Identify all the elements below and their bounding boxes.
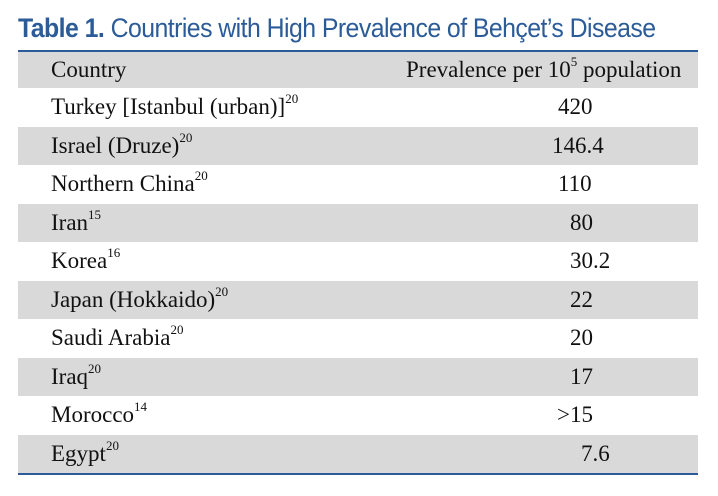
country-cell: Turkey [Istanbul (urban)]20 bbox=[18, 88, 351, 127]
prevalence-cell: 146.4 bbox=[552, 132, 604, 158]
table-row: Saudi Arabia20 20 bbox=[18, 319, 698, 358]
prevalence-cell: 80 bbox=[570, 209, 593, 235]
prevalence-cell: 17 bbox=[570, 363, 593, 389]
country-name: Japan (Hokkaido) bbox=[51, 286, 216, 312]
table-row: Iraq20 17 bbox=[18, 357, 698, 397]
table-row: Turkey [Istanbul (urban)]20 420 bbox=[18, 88, 698, 127]
country-name: Iraq bbox=[51, 363, 89, 389]
country-name: Egypt bbox=[51, 440, 106, 466]
country-cell: Morocco14 bbox=[18, 396, 351, 435]
prevalence-cell: 420 bbox=[558, 94, 593, 120]
bottom-rule bbox=[18, 473, 698, 475]
country-cell: Iraq20 bbox=[18, 358, 351, 397]
country-name: Iran bbox=[51, 209, 89, 235]
prevalence-cell: 22 bbox=[570, 286, 593, 312]
table-figure: Table 1. Countries with High Prevalence … bbox=[18, 8, 698, 475]
country-name: Northern China bbox=[51, 171, 195, 197]
reference-number: 20 bbox=[105, 437, 119, 453]
reference-number: 20 bbox=[215, 283, 229, 299]
table-title: Table 1. Countries with High Prevalence … bbox=[18, 8, 656, 48]
country-cell: Iran15 bbox=[18, 204, 351, 243]
reference-number: 20 bbox=[179, 129, 193, 145]
country-name: Korea bbox=[51, 248, 108, 274]
country-cell: Egypt20 bbox=[18, 435, 351, 474]
prevalence-table: Country Prevalence per 105 population Tu… bbox=[18, 52, 698, 473]
reference-number: 20 bbox=[88, 360, 102, 376]
table-row: Japan (Hokkaido)20 22 bbox=[18, 280, 698, 320]
country-name: Saudi Arabia bbox=[51, 325, 171, 351]
table-row: Northern China20 110 bbox=[18, 165, 698, 204]
prevalence-cell: 7.6 bbox=[581, 440, 610, 466]
prevalence-cell: 20 bbox=[570, 325, 593, 351]
reference-number: 20 bbox=[285, 91, 299, 107]
reference-number: 14 bbox=[134, 399, 148, 415]
country-cell: Saudi Arabia20 bbox=[18, 319, 351, 358]
prevalence-header-suffix: population bbox=[577, 57, 682, 82]
prevalence-header-text: Prevalence per 10 bbox=[406, 57, 571, 82]
table-row: Korea16 30.2 bbox=[18, 242, 698, 281]
table-row: Egypt20 7.6 bbox=[18, 434, 698, 474]
country-cell: Japan (Hokkaido)20 bbox=[18, 281, 351, 320]
column-header-prevalence: Prevalence per 105 population bbox=[351, 52, 698, 88]
table-caption: Countries with High Prevalence of Behçet… bbox=[110, 13, 656, 43]
country-cell: Northern China20 bbox=[18, 165, 351, 204]
table-row: Iran15 80 bbox=[18, 203, 698, 243]
country-name: Israel (Druze) bbox=[51, 132, 180, 158]
reference-number: 20 bbox=[170, 322, 184, 338]
prevalence-header-exponent: 5 bbox=[570, 54, 578, 69]
top-rule bbox=[18, 50, 698, 52]
prevalence-cell: >15 bbox=[557, 402, 593, 428]
prevalence-cell: 30.2 bbox=[570, 248, 611, 274]
country-cell: Israel (Druze)20 bbox=[18, 127, 351, 166]
reference-number: 20 bbox=[194, 168, 208, 184]
country-name: Morocco bbox=[51, 402, 135, 428]
prevalence-cell: 110 bbox=[558, 171, 592, 197]
table-row: Morocco14 >15 bbox=[18, 396, 698, 435]
reference-number: 16 bbox=[107, 245, 121, 261]
reference-number: 15 bbox=[88, 206, 102, 222]
country-cell: Korea16 bbox=[18, 242, 351, 281]
country-name: Turkey [Istanbul (urban)] bbox=[51, 94, 286, 120]
table-label: Table 1. bbox=[18, 13, 105, 43]
header-row: Country Prevalence per 105 population bbox=[18, 52, 698, 88]
table-row: Israel (Druze)20 146.4 bbox=[18, 126, 698, 166]
column-header-country: Country bbox=[51, 57, 127, 82]
